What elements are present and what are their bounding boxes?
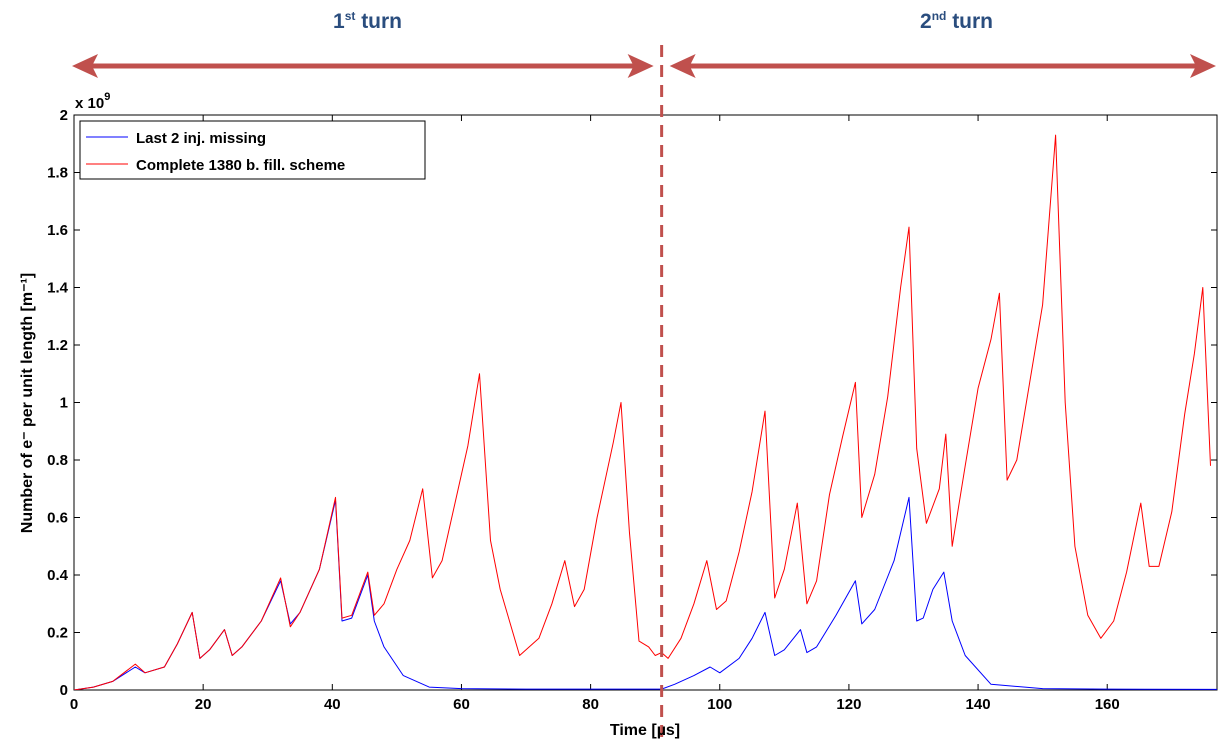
axis-ticks xyxy=(73,114,1217,691)
y-tick-label: 0.8 xyxy=(47,452,68,469)
turn2-arrow xyxy=(669,54,1216,78)
x-tick-label: 120 xyxy=(836,696,861,713)
x-tick-label: 0 xyxy=(70,696,78,713)
legend-label-blue: Last 2 inj. missing xyxy=(136,130,266,147)
y-tick-label: 1 xyxy=(60,395,68,412)
y-tick-label: 0.4 xyxy=(47,567,69,584)
y-tick-label: 0.6 xyxy=(47,510,68,527)
y-tick-labels: 0 0.2 0.4 0.6 0.8 1 1.2 1.4 1.6 1.8 2 xyxy=(47,107,69,699)
series-line-last-2-inj-missing xyxy=(74,496,1217,690)
legend-box xyxy=(79,120,426,180)
series-layer xyxy=(74,134,1217,690)
arrow-head-right xyxy=(1190,54,1216,78)
turn-annotations: 1st turn 2nd turn xyxy=(72,9,1216,78)
arrow-head-left xyxy=(72,54,98,78)
legend: Last 2 inj. missing Complete 1380 b. fil… xyxy=(79,120,426,180)
x-tick-label: 160 xyxy=(1095,696,1120,713)
y-tick-label: 1.8 xyxy=(47,165,68,182)
turn2-label: 2nd turn xyxy=(920,9,993,33)
turn1-arrow xyxy=(72,54,654,78)
legend-label-red: Complete 1380 b. fill. scheme xyxy=(136,157,345,174)
x-tick-label: 20 xyxy=(195,696,212,713)
x-tick-label: 100 xyxy=(707,696,732,713)
x-tick-label: 140 xyxy=(966,696,991,713)
x-tick-label: 60 xyxy=(453,696,470,713)
turn1-label: 1st turn xyxy=(333,9,402,33)
y-tick-label: 2 xyxy=(60,107,68,124)
y-tick-label: 1.2 xyxy=(47,337,68,354)
y-exponent-label: x 109 xyxy=(75,91,110,112)
series-line-complete-1380-fill-scheme xyxy=(74,134,1211,690)
arrow-head-right xyxy=(627,54,654,78)
x-tick-label: 80 xyxy=(582,696,599,713)
x-tick-labels: 0 20 40 60 80 100 120 140 160 xyxy=(70,696,1120,713)
x-axis-title: Time [µs] xyxy=(610,722,680,739)
y-tick-label: 1.6 xyxy=(47,222,68,239)
arrow-head-left xyxy=(669,54,696,78)
y-tick-label: 0 xyxy=(60,682,68,699)
y-tick-label: 1.4 xyxy=(47,280,69,297)
plot-frame xyxy=(73,114,1218,691)
y-axis-title: Number of e⁻ per unit length [m⁻¹] xyxy=(19,273,36,533)
x-tick-label: 40 xyxy=(324,696,341,713)
y-tick-label: 0.2 xyxy=(47,625,68,642)
